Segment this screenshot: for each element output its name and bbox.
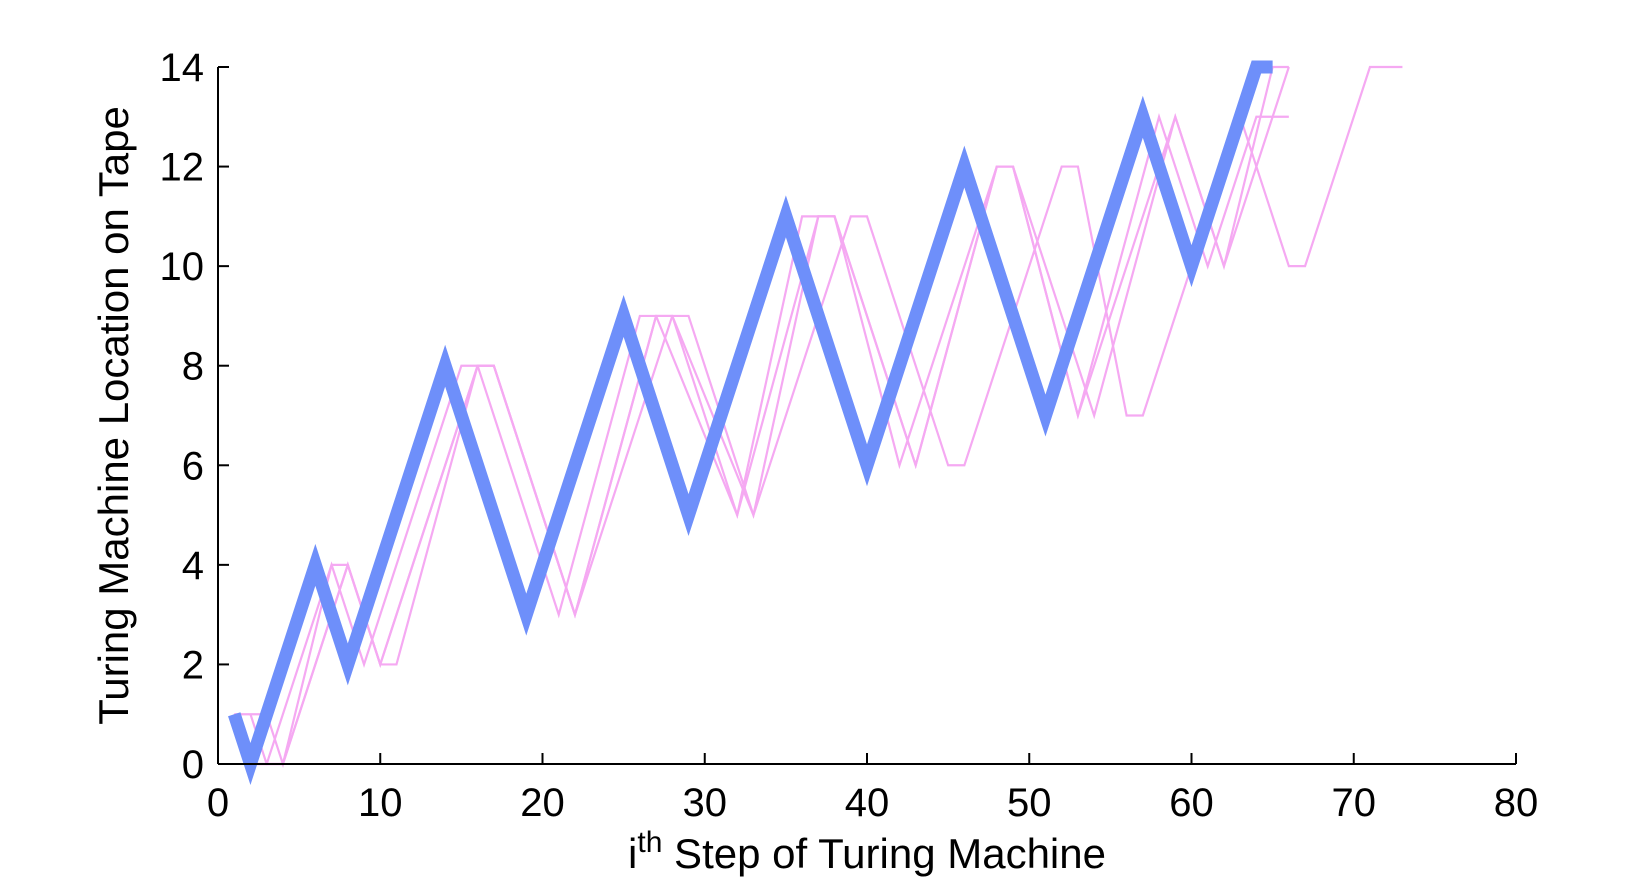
x-tick-label: 70 bbox=[1332, 781, 1377, 825]
ticks: 0 10 20 30 40 50 60 70 80 0 2 4 6 8 10 12 14 bbox=[160, 46, 1539, 825]
y-tick-label: 0 bbox=[182, 743, 204, 787]
x-tick-label: 10 bbox=[358, 781, 403, 825]
y-tick-label: 2 bbox=[182, 643, 204, 687]
x-tick-label: 0 bbox=[207, 781, 229, 825]
x-tick-label: 20 bbox=[520, 781, 565, 825]
y-tick-label: 10 bbox=[160, 245, 205, 289]
y-tick-label: 12 bbox=[160, 146, 205, 190]
y-tick-label: 8 bbox=[182, 345, 204, 389]
series-line-trace-1 bbox=[234, 65, 1289, 769]
x-axis-label-rest: Step of Turing Machine bbox=[662, 830, 1106, 877]
x-tick-label: 40 bbox=[845, 781, 890, 825]
x-axis-label-superscript: th bbox=[637, 826, 662, 859]
x-tick-label: 50 bbox=[1007, 781, 1052, 825]
y-tick-label: 14 bbox=[160, 46, 205, 90]
x-axis-label-base: i bbox=[628, 830, 637, 877]
axes bbox=[217, 67, 1516, 765]
series-line-trace-2 bbox=[233, 112, 1289, 766]
x-tick-label: 80 bbox=[1494, 781, 1539, 825]
x-tick-label: 30 bbox=[683, 781, 728, 825]
x-tick-label: 60 bbox=[1169, 781, 1214, 825]
y-tick-label: 4 bbox=[182, 544, 204, 588]
series-line-main bbox=[228, 60, 1273, 785]
series-line-trace-4 bbox=[249, 66, 1290, 766]
y-tick-label: 6 bbox=[182, 444, 204, 488]
x-axis-label: ith Step of Turing Machine bbox=[628, 826, 1106, 877]
y-axis-label: Turing Machine Location on Tape bbox=[90, 106, 137, 725]
series-line-trace-3 bbox=[250, 65, 1403, 766]
series-layer bbox=[228, 60, 1403, 785]
